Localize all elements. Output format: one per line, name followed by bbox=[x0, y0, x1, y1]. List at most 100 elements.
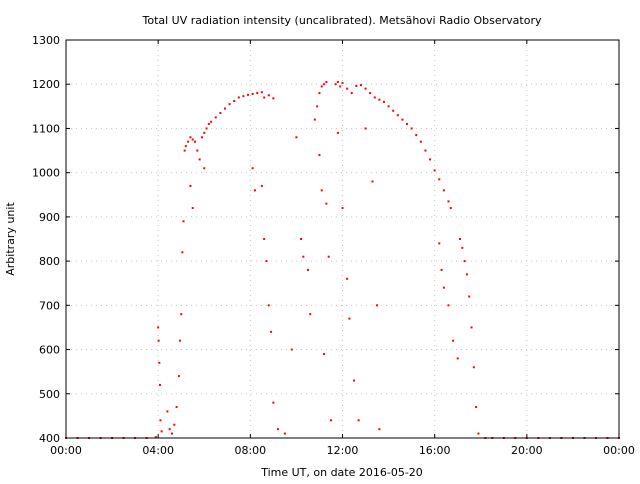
data-point bbox=[373, 96, 376, 99]
data-point bbox=[177, 375, 180, 378]
y-tick-label: 400 bbox=[39, 432, 60, 445]
data-point bbox=[158, 361, 161, 364]
data-point bbox=[346, 87, 349, 90]
data-point bbox=[433, 169, 436, 172]
data-point bbox=[419, 140, 422, 143]
data-point bbox=[468, 295, 471, 298]
data-point bbox=[168, 428, 171, 431]
data-point bbox=[272, 97, 275, 100]
data-point bbox=[251, 167, 254, 170]
data-point bbox=[371, 180, 374, 183]
data-point bbox=[175, 406, 178, 409]
data-point bbox=[376, 304, 379, 307]
data-point bbox=[154, 436, 157, 439]
data-point bbox=[410, 127, 413, 130]
data-point bbox=[187, 140, 190, 143]
data-point bbox=[270, 330, 273, 333]
x-tick-label: 08:00 bbox=[234, 444, 266, 457]
data-point bbox=[325, 202, 328, 205]
data-point bbox=[263, 96, 266, 99]
data-point bbox=[329, 419, 332, 422]
data-point bbox=[306, 268, 309, 271]
data-point bbox=[181, 251, 184, 254]
data-point bbox=[276, 428, 279, 431]
data-point bbox=[452, 339, 455, 342]
data-point bbox=[438, 178, 441, 181]
data-point bbox=[300, 238, 303, 240]
data-point bbox=[387, 105, 390, 108]
data-point bbox=[378, 428, 381, 431]
data-point bbox=[247, 93, 250, 96]
data-point bbox=[191, 207, 194, 210]
data-point bbox=[438, 242, 441, 245]
data-point bbox=[219, 111, 222, 114]
data-point bbox=[242, 95, 245, 98]
data-point bbox=[159, 419, 162, 422]
data-point bbox=[465, 273, 468, 276]
data-point bbox=[180, 313, 183, 316]
data-point bbox=[357, 419, 360, 422]
data-point bbox=[470, 326, 473, 329]
data-point bbox=[200, 136, 203, 139]
data-point bbox=[210, 120, 213, 123]
data-point bbox=[442, 189, 445, 192]
data-point bbox=[302, 255, 305, 258]
y-axis-label: Arbitrary unit bbox=[4, 202, 17, 276]
data-point bbox=[461, 246, 464, 249]
data-point bbox=[267, 304, 270, 307]
data-point bbox=[316, 105, 319, 108]
data-point bbox=[429, 158, 432, 161]
data-point bbox=[459, 238, 462, 240]
data-point bbox=[463, 260, 466, 263]
data-point bbox=[191, 138, 194, 141]
y-tick-label: 500 bbox=[39, 388, 60, 401]
y-tick-label: 600 bbox=[39, 344, 60, 357]
data-point bbox=[173, 423, 176, 426]
x-tick-label: 20:00 bbox=[511, 444, 543, 457]
data-point bbox=[327, 255, 330, 258]
x-tick-label: 04:00 bbox=[142, 444, 174, 457]
data-point bbox=[378, 98, 381, 101]
data-point bbox=[189, 184, 192, 187]
data-point bbox=[157, 339, 160, 342]
data-point bbox=[253, 189, 256, 192]
data-points bbox=[65, 81, 620, 439]
data-point bbox=[214, 116, 217, 119]
data-point bbox=[477, 432, 480, 435]
data-point bbox=[401, 118, 404, 121]
data-point bbox=[295, 136, 298, 139]
plot-frame bbox=[65, 39, 620, 439]
data-point bbox=[251, 92, 254, 95]
x-tick-label: 16:00 bbox=[419, 444, 451, 457]
data-point bbox=[350, 92, 353, 95]
data-point bbox=[203, 131, 206, 134]
grid-lines bbox=[66, 40, 619, 438]
data-point bbox=[353, 379, 356, 382]
data-point bbox=[323, 83, 326, 86]
x-tick-label: 12:00 bbox=[327, 444, 359, 457]
data-point bbox=[189, 136, 192, 139]
y-tick-label: 800 bbox=[39, 255, 60, 268]
data-point bbox=[382, 100, 385, 103]
y-tick-label: 1100 bbox=[32, 122, 60, 135]
data-point bbox=[160, 430, 163, 433]
data-point bbox=[267, 94, 270, 97]
data-point bbox=[346, 277, 349, 280]
data-point bbox=[157, 326, 160, 329]
data-point bbox=[323, 352, 326, 355]
data-point bbox=[406, 123, 409, 126]
data-point bbox=[447, 304, 450, 307]
data-point bbox=[203, 167, 206, 170]
chart-title: Total UV radiation intensity (uncalibrat… bbox=[142, 14, 542, 27]
data-point bbox=[364, 87, 367, 90]
data-point bbox=[196, 149, 199, 152]
data-point bbox=[456, 357, 459, 360]
data-point bbox=[472, 366, 475, 369]
data-point bbox=[313, 118, 316, 121]
y-tick-label: 900 bbox=[39, 211, 60, 224]
data-point bbox=[318, 153, 321, 156]
data-point bbox=[283, 432, 286, 435]
